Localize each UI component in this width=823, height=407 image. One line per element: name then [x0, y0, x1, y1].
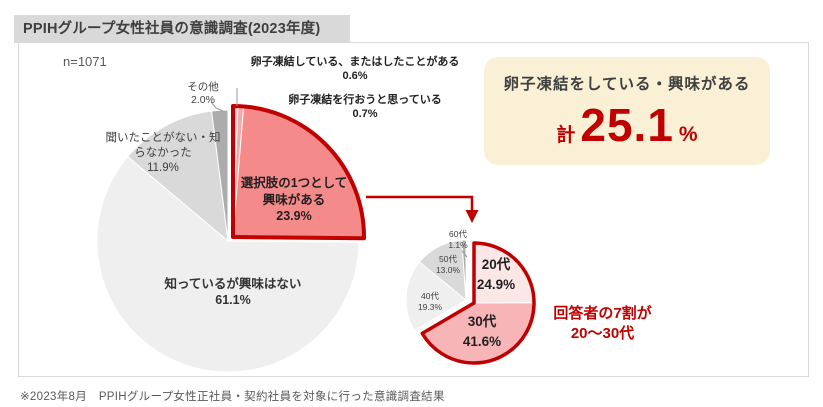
pie-segment [405, 261, 467, 332]
segment-label: 20代 [481, 257, 511, 272]
segment-value: 61.1% [215, 292, 251, 307]
segment-value: 19.3% [417, 301, 443, 312]
leader-lines [210, 88, 468, 258]
segment-value: 1.1% [448, 239, 468, 250]
segment-label: 聞いたことがない・知らなかった [105, 132, 221, 159]
segment-value: 0.6% [342, 69, 368, 82]
segment-label: 卵子凍結を行おうと思っている [288, 94, 442, 106]
summary-unit: % [678, 123, 698, 146]
segment-value: 11.9% [147, 162, 179, 174]
awareness-pie-chart [96, 104, 366, 373]
segment-value: 23.9% [276, 209, 312, 223]
pie-segment [211, 109, 229, 242]
segment-label: 50代 [439, 254, 457, 264]
segment-label: 60代 [449, 229, 467, 239]
segment-value: 24.9% [476, 277, 516, 292]
small-pie-label-20s: 20代 24.9% [466, 255, 526, 295]
summary-prefix: 計 [556, 125, 576, 146]
big-pie-label-other: その他 2.0% [168, 81, 238, 106]
report-title: PPIHグループ女性社員の意識調査(2023年度) [14, 15, 350, 43]
pie-segment [96, 155, 360, 373]
big-pie-label-planning: 卵子凍結を行おうと思っている 0.7% [255, 94, 475, 121]
segment-label: 30代 [467, 314, 497, 329]
big-pie-label-interested: 選択肢の1つとして興味がある 23.9% [235, 175, 353, 225]
big-pie-label-never-heard: 聞いたことがない・知らなかった 11.9% [101, 131, 225, 176]
big-pie-label-no-interest: 知っているが興味はない 61.1% [163, 277, 303, 308]
age-breakdown-pie-chart [405, 239, 536, 365]
big-pie-label-frozen: 卵子凍結している、またはしたことがある 0.6% [235, 56, 475, 83]
small-pie-label-60s: 60代 1.1% [438, 229, 478, 250]
leader-line-60s [461, 250, 468, 258]
pie-segment [127, 110, 229, 243]
footnote: ※2023年8月 PPIHグループ女性正社員・契約社員を対象に行った意識調査結果 [20, 391, 445, 403]
highlight-outline [420, 241, 536, 365]
segment-value: 41.6% [462, 334, 502, 349]
small-pie-label-40s: 40代 19.3% [410, 291, 450, 312]
age-callout: 回答者の7割が 20〜30代 [530, 304, 675, 344]
highlight-outline [231, 104, 366, 241]
segment-value: 0.7% [352, 107, 378, 120]
segment-label: 選択肢の1つとして興味がある [240, 176, 348, 207]
segment-value: 2.0% [191, 93, 215, 106]
summary-percentage: 25.1 [580, 99, 674, 151]
small-pie-label-50s: 50代 13.0% [428, 254, 468, 275]
segment-label: 40代 [421, 291, 439, 301]
callout-line2: 20〜30代 [570, 325, 635, 342]
summary-title: 卵子凍結をしている・興味がある [503, 76, 751, 93]
connector-arrow [366, 195, 479, 223]
segment-value: 13.0% [435, 264, 461, 275]
leader-line-other [210, 101, 224, 112]
segment-label: その他 [187, 81, 219, 93]
summary-highlight-box: 卵子凍結をしている・興味がある 計 25.1% [484, 57, 770, 165]
segment-label: 卵子凍結している、またはしたことがある [250, 56, 460, 68]
summary-total: 計 25.1% [484, 98, 770, 152]
callout-line1: 回答者の7割が [553, 305, 652, 322]
small-pie-label-30s: 30代 41.6% [452, 312, 512, 352]
sample-size-label: n=1071 [63, 54, 107, 69]
segment-label: 知っているが興味はない [164, 277, 302, 291]
